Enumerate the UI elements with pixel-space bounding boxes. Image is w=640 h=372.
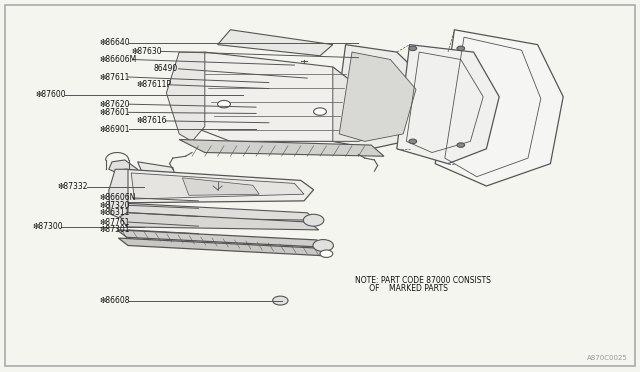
Text: NOTE: PART CODE 87000 CONSISTS: NOTE: PART CODE 87000 CONSISTS <box>355 276 491 285</box>
Circle shape <box>409 139 417 144</box>
Text: ❇87601: ❇87601 <box>99 108 130 117</box>
Polygon shape <box>218 30 333 56</box>
Text: ❇87611P: ❇87611P <box>136 80 172 89</box>
Text: ❇87761: ❇87761 <box>99 218 130 227</box>
Polygon shape <box>179 52 371 141</box>
Polygon shape <box>397 45 499 164</box>
Polygon shape <box>117 230 326 247</box>
Text: OF    MARKED PARTS: OF MARKED PARTS <box>355 284 448 293</box>
Circle shape <box>273 296 288 305</box>
Polygon shape <box>182 178 259 195</box>
Polygon shape <box>109 169 128 218</box>
Text: ❇86608: ❇86608 <box>99 296 130 305</box>
Circle shape <box>409 46 417 51</box>
Text: ❇87300: ❇87300 <box>32 222 63 231</box>
Text: A870C0025: A870C0025 <box>586 355 627 361</box>
Polygon shape <box>435 30 563 186</box>
Circle shape <box>303 214 324 226</box>
Polygon shape <box>115 169 314 203</box>
Polygon shape <box>166 52 205 141</box>
Circle shape <box>313 240 333 251</box>
Polygon shape <box>115 203 317 220</box>
Text: ❇87600: ❇87600 <box>35 90 66 99</box>
Polygon shape <box>333 67 384 141</box>
Polygon shape <box>118 238 328 256</box>
Text: ❇86606M: ❇86606M <box>99 55 136 64</box>
Polygon shape <box>131 173 304 199</box>
Polygon shape <box>333 45 435 149</box>
Text: ❇87616: ❇87616 <box>136 116 167 125</box>
Text: ❇87620: ❇87620 <box>99 100 130 109</box>
Polygon shape <box>117 212 319 230</box>
Text: ❇86901: ❇86901 <box>99 125 130 134</box>
Polygon shape <box>109 160 138 175</box>
Text: ❇86311: ❇86311 <box>99 208 129 217</box>
Polygon shape <box>339 52 416 141</box>
Text: ❇87332: ❇87332 <box>58 182 88 191</box>
Text: ❇87301: ❇87301 <box>99 225 130 234</box>
Text: 86490: 86490 <box>154 64 178 73</box>
Text: ❇87630: ❇87630 <box>131 47 162 56</box>
Circle shape <box>457 143 465 147</box>
Circle shape <box>218 100 230 108</box>
Text: ❇87611: ❇87611 <box>99 73 129 81</box>
Circle shape <box>320 250 333 257</box>
Text: ❇87320: ❇87320 <box>99 201 130 210</box>
Polygon shape <box>179 140 384 156</box>
Polygon shape <box>138 162 179 190</box>
Circle shape <box>314 108 326 115</box>
Circle shape <box>457 46 465 51</box>
Text: ❇86606N: ❇86606N <box>99 193 136 202</box>
Text: ❇86640: ❇86640 <box>99 38 130 47</box>
